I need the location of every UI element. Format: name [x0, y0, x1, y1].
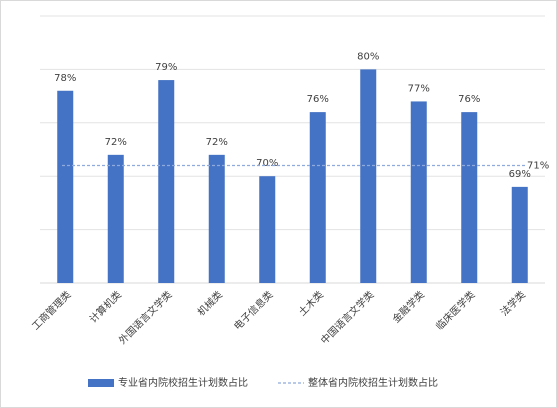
- value-label: 70%: [256, 158, 278, 169]
- value-label: 72%: [105, 137, 127, 148]
- value-label: 72%: [206, 137, 228, 148]
- value-label: 76%: [458, 94, 480, 105]
- bar: [259, 176, 276, 283]
- value-label: 79%: [155, 62, 177, 73]
- bar: [107, 154, 124, 283]
- legend-swatch: [88, 379, 114, 387]
- legend-label: 专业省内院校招生计划数占比: [118, 376, 248, 389]
- bar: [57, 90, 74, 283]
- value-label: 69%: [509, 169, 531, 180]
- bar: [208, 154, 225, 283]
- bar: [461, 112, 478, 284]
- value-label: 76%: [307, 94, 329, 105]
- value-label: 78%: [54, 73, 76, 84]
- bar: [410, 101, 427, 283]
- value-label: 80%: [357, 51, 379, 62]
- value-label: 77%: [408, 83, 430, 94]
- bar: [511, 186, 528, 283]
- bar: [309, 112, 326, 284]
- bar: [158, 80, 175, 283]
- legend-label: 整体省内院校招生计划数占比: [308, 376, 438, 389]
- reference-label: 71%: [527, 161, 549, 172]
- bar: [360, 69, 377, 284]
